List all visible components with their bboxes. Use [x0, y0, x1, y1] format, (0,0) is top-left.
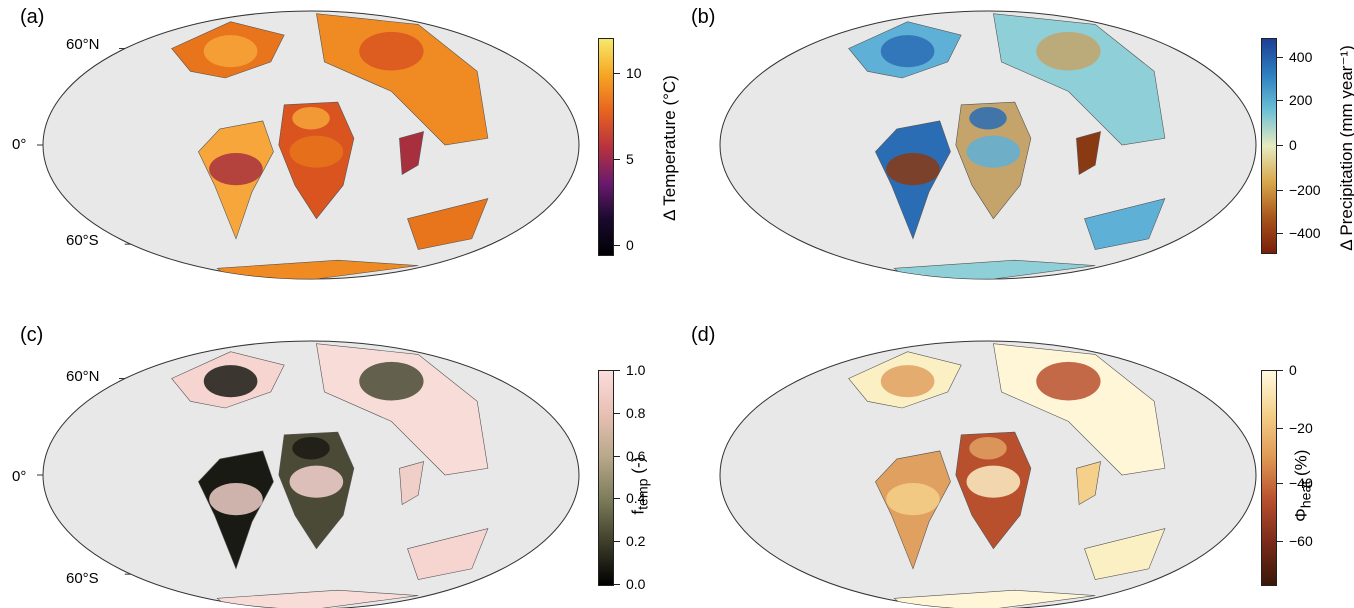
panel-d: (d) 0 −20 −40 −60 Φheat (%) — [677, 304, 1354, 608]
field-anomaly — [1087, 78, 1131, 105]
colorbar-tick: −40 — [1277, 475, 1313, 492]
field-anomaly — [203, 365, 258, 398]
landmass — [1076, 131, 1101, 176]
colorbar-label-main: Φ — [1291, 508, 1311, 522]
field-anomaly — [292, 436, 330, 460]
colorbar-label: Δ Precipitation (mm year⁻¹) — [1337, 45, 1354, 251]
field-anomaly — [410, 408, 454, 435]
lat-label-equator: 0° — [12, 136, 27, 153]
colorbar-tick: 0.4 — [613, 490, 646, 507]
colorbar-label-main: f — [628, 509, 648, 515]
field-anomaly — [203, 35, 258, 68]
field-anomaly — [886, 153, 940, 186]
colorbar-tick: 400 — [1276, 49, 1313, 66]
colorbar-tick: −60 — [1277, 533, 1313, 550]
map-layer — [719, 10, 1257, 280]
lat-label-60n: 60°N — [66, 368, 100, 385]
map-layer — [719, 340, 1257, 608]
landmasses — [171, 343, 489, 608]
landmass — [399, 131, 424, 176]
colorbar-tick: −200 — [1277, 181, 1321, 198]
colorbar — [598, 38, 614, 256]
map-panel-c — [37, 340, 580, 608]
field-anomaly — [880, 365, 935, 398]
field-anomaly — [966, 135, 1021, 168]
panel-a: (a) 60°N 0° 60°S 10 5 0 Δ Temperature (°C) — [0, 0, 679, 304]
colorbar-tick: 0 — [1277, 137, 1297, 153]
colorbar-tick: 1.0 — [613, 362, 646, 378]
colorbar — [1261, 370, 1277, 586]
map-layer — [37, 10, 580, 280]
colorbar-tick: 5 — [614, 150, 634, 167]
panel-label: (d) — [691, 324, 716, 346]
lat-label-60s: 60°S — [66, 232, 99, 249]
landmass — [407, 528, 489, 580]
field-anomaly — [886, 483, 940, 516]
colorbar-tick: −20 — [1277, 419, 1313, 436]
landmass — [993, 13, 1166, 146]
panel-c: (c) 60°N 0° 60°S 1.0 0.8 0.6 0.4 0.2 0.0 ftem… — [0, 304, 677, 608]
field-anomaly — [289, 135, 344, 168]
colorbar-tick: 10 — [614, 64, 642, 81]
colorbar-label-sub: temp — [635, 478, 652, 510]
landmass — [1076, 461, 1101, 506]
colorbar-label: Φheat (%) — [1291, 426, 1314, 546]
field-anomaly — [410, 78, 454, 105]
colorbar-label-sub: heat — [1298, 480, 1315, 509]
panel-label: (c) — [20, 324, 44, 346]
panel-label: (a) — [20, 6, 45, 28]
colorbar-label: ftemp (-) — [628, 426, 651, 546]
map-layer — [37, 340, 580, 608]
colorbar-tick: 0 — [1277, 362, 1297, 378]
field-anomaly — [209, 153, 263, 186]
lat-label-60s: 60°S — [66, 570, 99, 587]
field-anomaly — [1087, 408, 1131, 435]
landmasses — [848, 343, 1166, 608]
landmass — [316, 343, 489, 476]
field-anomaly — [1036, 31, 1101, 71]
lat-label-60n: 60°N — [66, 36, 100, 53]
landmass — [1084, 198, 1166, 250]
landmass — [399, 461, 424, 506]
colorbar-tick: 0.0 — [613, 576, 646, 592]
field-anomaly — [969, 436, 1007, 460]
landmass — [316, 13, 489, 146]
landmass — [993, 343, 1166, 476]
colorbar-tick: 0.6 — [613, 447, 646, 464]
colorbar-label-unit: (%) — [1291, 449, 1311, 481]
field-anomaly — [292, 106, 330, 130]
panel-label: (b) — [691, 6, 716, 28]
lat-label-equator: 0° — [12, 468, 27, 485]
field-anomaly — [209, 483, 263, 516]
field-anomaly — [359, 361, 424, 401]
colorbar — [598, 370, 614, 586]
colorbar — [1261, 38, 1277, 254]
landmass — [1084, 528, 1166, 580]
colorbar-tick: 0.8 — [613, 404, 646, 421]
field-anomaly — [359, 31, 424, 71]
field-anomaly — [289, 465, 344, 498]
map-panel-b — [719, 10, 1257, 280]
field-anomaly — [969, 106, 1007, 130]
landmass — [407, 198, 489, 250]
map-panel-d — [719, 340, 1257, 608]
field-anomaly — [880, 35, 935, 68]
colorbar-tick: 0 — [614, 237, 634, 254]
field-anomaly — [966, 465, 1021, 498]
map-panel-a — [37, 10, 580, 280]
colorbar-tick: 0.2 — [613, 533, 646, 550]
colorbar-tick: 200 — [1276, 92, 1313, 109]
landmasses — [171, 13, 489, 279]
colorbar-label-unit: (-) — [628, 456, 648, 479]
landmasses — [848, 13, 1166, 279]
field-anomaly — [1036, 361, 1101, 401]
panel-b: (b) 400 200 0 −200 −400 Δ Precipitation (mm … — [677, 0, 1354, 304]
colorbar-tick: −400 — [1277, 224, 1321, 241]
